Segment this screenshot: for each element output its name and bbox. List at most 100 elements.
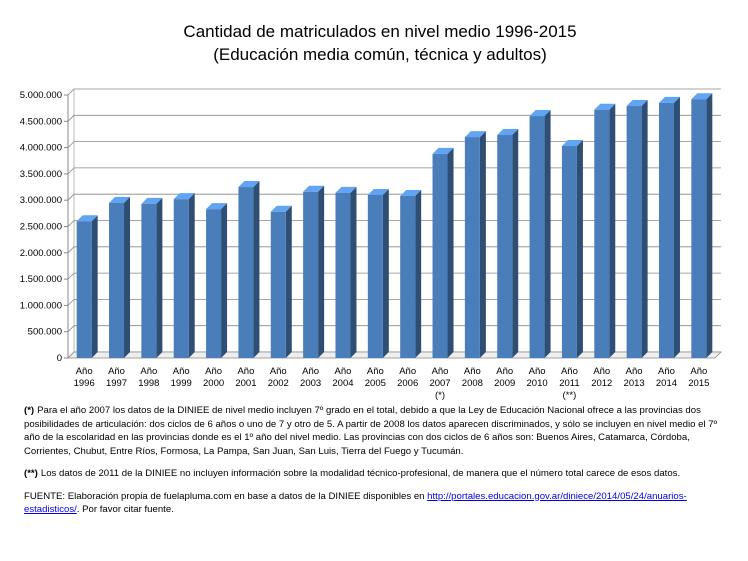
x-tick-label: Año 2012 <box>591 366 612 389</box>
source: FUENTE: Elaboración propia de fuelapluma… <box>24 490 724 517</box>
bar-side <box>350 186 357 358</box>
bar <box>464 137 480 358</box>
y-tick-label: 1.500.000 <box>20 274 62 285</box>
grid-line <box>67 193 721 201</box>
source-after: . Por favor citar fuente. <box>76 504 174 515</box>
y-tick-label: 2.500.000 <box>20 222 62 233</box>
x-tick-label: Año 2015 <box>688 366 709 389</box>
grid-line <box>67 114 721 122</box>
bar-top <box>691 93 713 100</box>
x-tick-label: Año 2005 <box>365 366 386 389</box>
bar-side <box>641 100 648 359</box>
notes: (*) Para el año 2007 los datos de la DINI… <box>24 404 724 526</box>
bar-top <box>76 215 98 222</box>
note-text: Los datos de 2011 de la DINIEE no incluy… <box>40 468 681 479</box>
bar <box>626 106 642 359</box>
bar-side <box>447 147 454 358</box>
bar-top <box>270 205 292 212</box>
bar-top <box>109 196 131 203</box>
bar-side <box>318 185 325 358</box>
y-tick-label: 3.500.000 <box>20 169 62 180</box>
floor <box>67 351 722 359</box>
x-tick-label: Año 2014 <box>656 366 677 389</box>
source-text: FUENTE: Elaboración propia de fuelapluma… <box>24 490 425 502</box>
bar <box>76 221 92 358</box>
chart-title: Cantidad de matriculados en nivel medio … <box>183 22 576 41</box>
grid-line <box>67 88 721 96</box>
bar <box>497 134 513 358</box>
grid-line <box>67 298 721 306</box>
grid-line <box>67 325 721 332</box>
bar <box>691 99 707 358</box>
grid-line <box>67 141 721 148</box>
bar-side <box>576 140 583 358</box>
x-tick-label: Año 2013 <box>624 366 645 389</box>
bar <box>594 109 610 358</box>
bar-top <box>432 147 454 154</box>
bar-side <box>479 131 486 358</box>
y-tick-label: 0 <box>57 353 62 364</box>
y-tick-label: 4.000.000 <box>20 143 62 154</box>
y-tick-label: 1.000.000 <box>20 300 62 311</box>
x-tick-label: Año 2007 (*) <box>429 366 450 401</box>
y-tick-label: 500.000 <box>28 327 62 338</box>
note-marker: (*) <box>24 405 35 416</box>
bar <box>529 116 545 358</box>
x-tick-label: Año 2004 <box>332 366 353 389</box>
bar <box>206 209 222 358</box>
chart: Cantidad de matriculados en nivel medio … <box>20 22 722 401</box>
bar <box>173 199 189 358</box>
bar-side <box>544 110 551 358</box>
bar <box>238 187 254 358</box>
bar-side <box>221 203 228 358</box>
x-tick-label: Año 2002 <box>268 366 289 389</box>
bar-top <box>238 181 260 188</box>
grid-line <box>67 246 721 254</box>
bar <box>400 195 416 358</box>
note: (**) Los datos de 2011 de la DINIEE no in… <box>24 467 724 481</box>
x-tick-label: Año 2010 <box>527 366 548 389</box>
note: (*) Para el año 2007 los datos de la DINI… <box>24 404 724 458</box>
grid-line <box>67 167 721 175</box>
bar-top <box>529 110 551 117</box>
grid-line <box>67 220 721 227</box>
bar <box>270 211 286 358</box>
bar <box>367 194 383 358</box>
bar-top <box>173 193 195 200</box>
bar-side <box>609 103 616 358</box>
bar <box>141 203 157 358</box>
bar-top <box>206 203 228 210</box>
x-tick-label: Año 1999 <box>171 366 192 389</box>
y-tick-label: 3.000.000 <box>20 195 62 206</box>
x-tick-label: Año 2006 <box>397 366 418 389</box>
x-tick-label: Año 2000 <box>203 366 224 389</box>
x-tick-label: Año 2003 <box>300 366 321 389</box>
bar-side <box>706 93 713 358</box>
bar-side <box>156 197 163 358</box>
bar-top <box>400 189 422 196</box>
x-tick-label: Año 2008 <box>462 366 483 389</box>
bar-top <box>626 100 648 107</box>
bar-side <box>285 205 292 358</box>
x-tick-label: Año 1997 <box>106 366 127 389</box>
bar-top <box>594 103 616 110</box>
bar-top <box>367 188 389 195</box>
x-tick-label: Año 1996 <box>74 366 95 389</box>
y-tick-label: 2.000.000 <box>20 248 62 259</box>
source-link[interactable]: http://portales.educacion.gov.ar/diniece… <box>24 490 687 516</box>
note-text: Para el año 2007 los datos de la DINIEE … <box>24 405 718 457</box>
x-tick-label: Año 2001 <box>235 366 256 389</box>
bar-side <box>124 196 131 358</box>
bar-side <box>673 96 680 358</box>
bar-top <box>561 140 583 147</box>
y-tick-label: 4.500.000 <box>20 116 62 127</box>
bar <box>335 192 351 358</box>
bar-top <box>497 128 519 135</box>
bar-side <box>253 181 260 358</box>
bar <box>658 102 674 358</box>
bar-top <box>141 197 163 204</box>
bar <box>109 202 125 358</box>
bar-top <box>303 185 325 192</box>
x-tick-label: Año 1998 <box>138 366 159 389</box>
